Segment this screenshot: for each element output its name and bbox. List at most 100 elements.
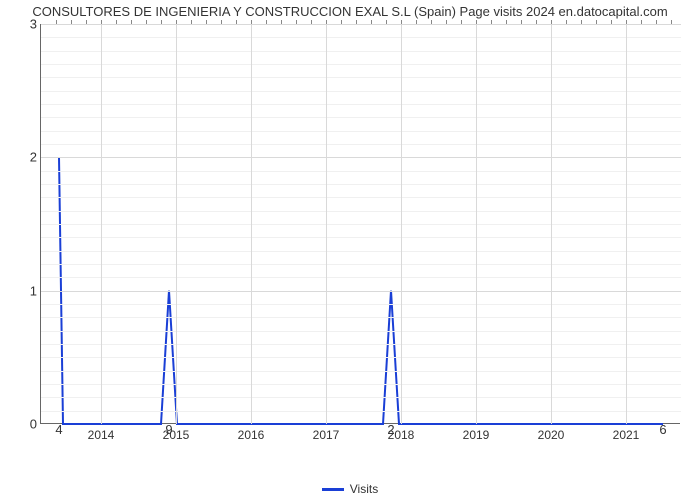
hgrid-minor [41, 264, 681, 265]
x-minor-tick [206, 20, 207, 24]
x-tick-label: 2014 [88, 428, 115, 442]
hgrid-line [41, 291, 681, 292]
x-minor-tick [476, 20, 477, 24]
hgrid-minor [41, 64, 681, 65]
hgrid-minor [41, 117, 681, 118]
hgrid-minor [41, 331, 681, 332]
data-marker-label: 4 [55, 422, 62, 437]
vgrid-line [401, 24, 402, 424]
vgrid-line [101, 24, 102, 424]
x-minor-tick [656, 20, 657, 24]
x-minor-tick [251, 20, 252, 24]
legend-swatch [322, 488, 344, 491]
x-minor-tick [671, 20, 672, 24]
hgrid-minor [41, 171, 681, 172]
x-minor-tick [176, 20, 177, 24]
x-tick-label: 2017 [313, 428, 340, 442]
hgrid-minor [41, 144, 681, 145]
hgrid-minor [41, 91, 681, 92]
hgrid-line [41, 24, 681, 25]
x-minor-tick [461, 20, 462, 24]
x-minor-tick [431, 20, 432, 24]
x-tick-label: 2021 [613, 428, 640, 442]
hgrid-minor [41, 104, 681, 105]
hgrid-minor [41, 184, 681, 185]
x-minor-tick [581, 20, 582, 24]
x-minor-tick [566, 20, 567, 24]
x-minor-tick [266, 20, 267, 24]
x-minor-tick [521, 20, 522, 24]
x-minor-tick [386, 20, 387, 24]
hgrid-minor [41, 37, 681, 38]
hgrid-minor [41, 277, 681, 278]
hgrid-minor [41, 237, 681, 238]
x-minor-tick [296, 20, 297, 24]
hgrid-minor [41, 224, 681, 225]
hgrid-minor [41, 77, 681, 78]
x-minor-tick [116, 20, 117, 24]
vgrid-line [326, 24, 327, 424]
vgrid-line [251, 24, 252, 424]
x-tick-label: 2019 [463, 428, 490, 442]
x-minor-tick [131, 20, 132, 24]
data-marker-label: 2 [387, 422, 394, 437]
x-minor-tick [626, 20, 627, 24]
x-minor-tick [341, 20, 342, 24]
hgrid-minor [41, 197, 681, 198]
legend-label: Visits [350, 482, 378, 496]
x-minor-tick [446, 20, 447, 24]
data-marker-label: 6 [659, 422, 666, 437]
hgrid-minor [41, 131, 681, 132]
hgrid-minor [41, 344, 681, 345]
hgrid-minor [41, 357, 681, 358]
hgrid-minor [41, 317, 681, 318]
x-minor-tick [101, 20, 102, 24]
x-minor-tick [236, 20, 237, 24]
x-minor-tick [146, 20, 147, 24]
x-tick-label: 2020 [538, 428, 565, 442]
legend: Visits [0, 482, 700, 496]
x-minor-tick [221, 20, 222, 24]
hgrid-line [41, 157, 681, 158]
x-minor-tick [191, 20, 192, 24]
x-minor-tick [71, 20, 72, 24]
y-tick-label: 2 [19, 150, 37, 165]
x-minor-tick [356, 20, 357, 24]
vgrid-line [476, 24, 477, 424]
x-tick-label: 2016 [238, 428, 265, 442]
chart-title: CONSULTORES DE INGENIERIA Y CONSTRUCCION… [0, 4, 700, 19]
vgrid-line [176, 24, 177, 424]
x-minor-tick [506, 20, 507, 24]
x-minor-tick [401, 20, 402, 24]
x-minor-tick [326, 20, 327, 24]
x-minor-tick [281, 20, 282, 24]
chart-area: 0123201420152016201720182019202020214926 [40, 24, 680, 444]
hgrid-minor [41, 304, 681, 305]
hgrid-minor [41, 211, 681, 212]
hgrid-minor [41, 371, 681, 372]
x-minor-tick [371, 20, 372, 24]
vgrid-line [551, 24, 552, 424]
hgrid-minor [41, 397, 681, 398]
x-minor-tick [311, 20, 312, 24]
x-minor-tick [416, 20, 417, 24]
x-minor-tick [641, 20, 642, 24]
x-minor-tick [56, 20, 57, 24]
x-minor-tick [611, 20, 612, 24]
y-tick-label: 0 [19, 417, 37, 432]
x-minor-tick [161, 20, 162, 24]
y-tick-label: 3 [19, 17, 37, 32]
x-minor-tick [551, 20, 552, 24]
x-minor-tick [596, 20, 597, 24]
x-minor-tick [536, 20, 537, 24]
hgrid-minor [41, 411, 681, 412]
hgrid-minor [41, 51, 681, 52]
hgrid-minor [41, 384, 681, 385]
x-minor-tick [86, 20, 87, 24]
hgrid-minor [41, 251, 681, 252]
plot-region: 0123201420152016201720182019202020214926 [40, 24, 680, 424]
vgrid-line [626, 24, 627, 424]
x-minor-tick [491, 20, 492, 24]
y-tick-label: 1 [19, 283, 37, 298]
data-marker-label: 9 [165, 422, 172, 437]
